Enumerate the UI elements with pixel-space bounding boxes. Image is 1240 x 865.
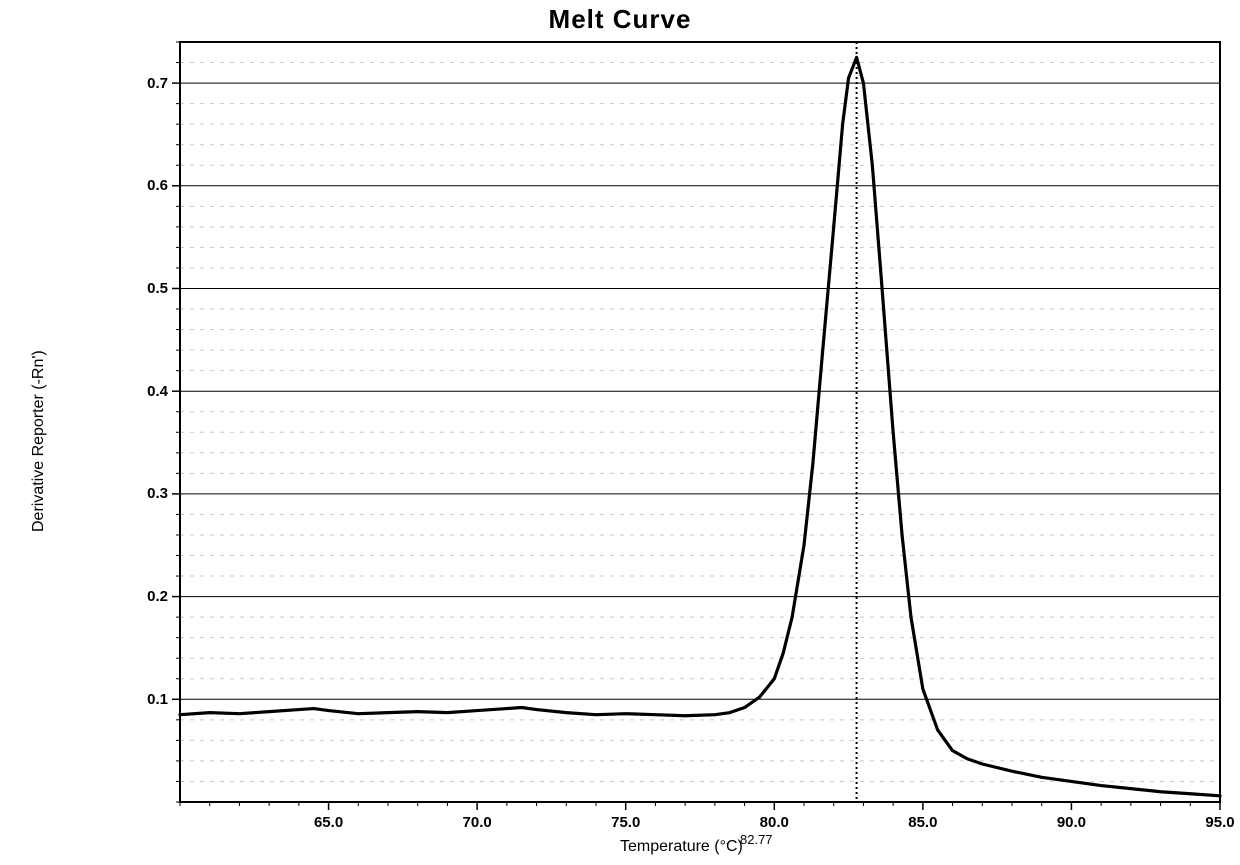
x-axis-label: Temperature (°C): [620, 838, 743, 856]
x-tick-label: 95.0: [1205, 814, 1234, 831]
x-tick-label: 70.0: [463, 814, 492, 831]
x-tick-label: 85.0: [908, 814, 937, 831]
peak-annotation: 82.77: [740, 832, 773, 847]
plot-area: [180, 42, 1220, 802]
y-tick-label: 0.4: [128, 383, 168, 400]
y-axis-label: Derivative Reporter (-Rn'): [30, 350, 48, 532]
y-tick-label: 0.3: [128, 485, 168, 502]
x-tick-label: 80.0: [760, 814, 789, 831]
y-tick-label: 0.1: [128, 691, 168, 708]
x-tick-label: 90.0: [1057, 814, 1086, 831]
x-tick-label: 75.0: [611, 814, 640, 831]
y-tick-label: 0.5: [128, 280, 168, 297]
y-tick-label: 0.6: [128, 177, 168, 194]
chart-container: { "chart": { "type": "line", "title": "M…: [0, 0, 1240, 865]
y-tick-label: 0.7: [128, 75, 168, 92]
chart-title: Melt Curve: [0, 4, 1240, 35]
x-tick-label: 65.0: [314, 814, 343, 831]
plot-svg: [180, 42, 1220, 802]
y-tick-label: 0.2: [128, 588, 168, 605]
